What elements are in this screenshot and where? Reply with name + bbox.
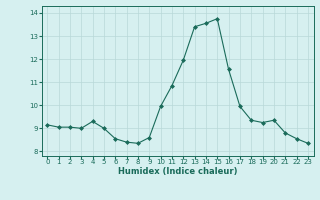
X-axis label: Humidex (Indice chaleur): Humidex (Indice chaleur): [118, 167, 237, 176]
